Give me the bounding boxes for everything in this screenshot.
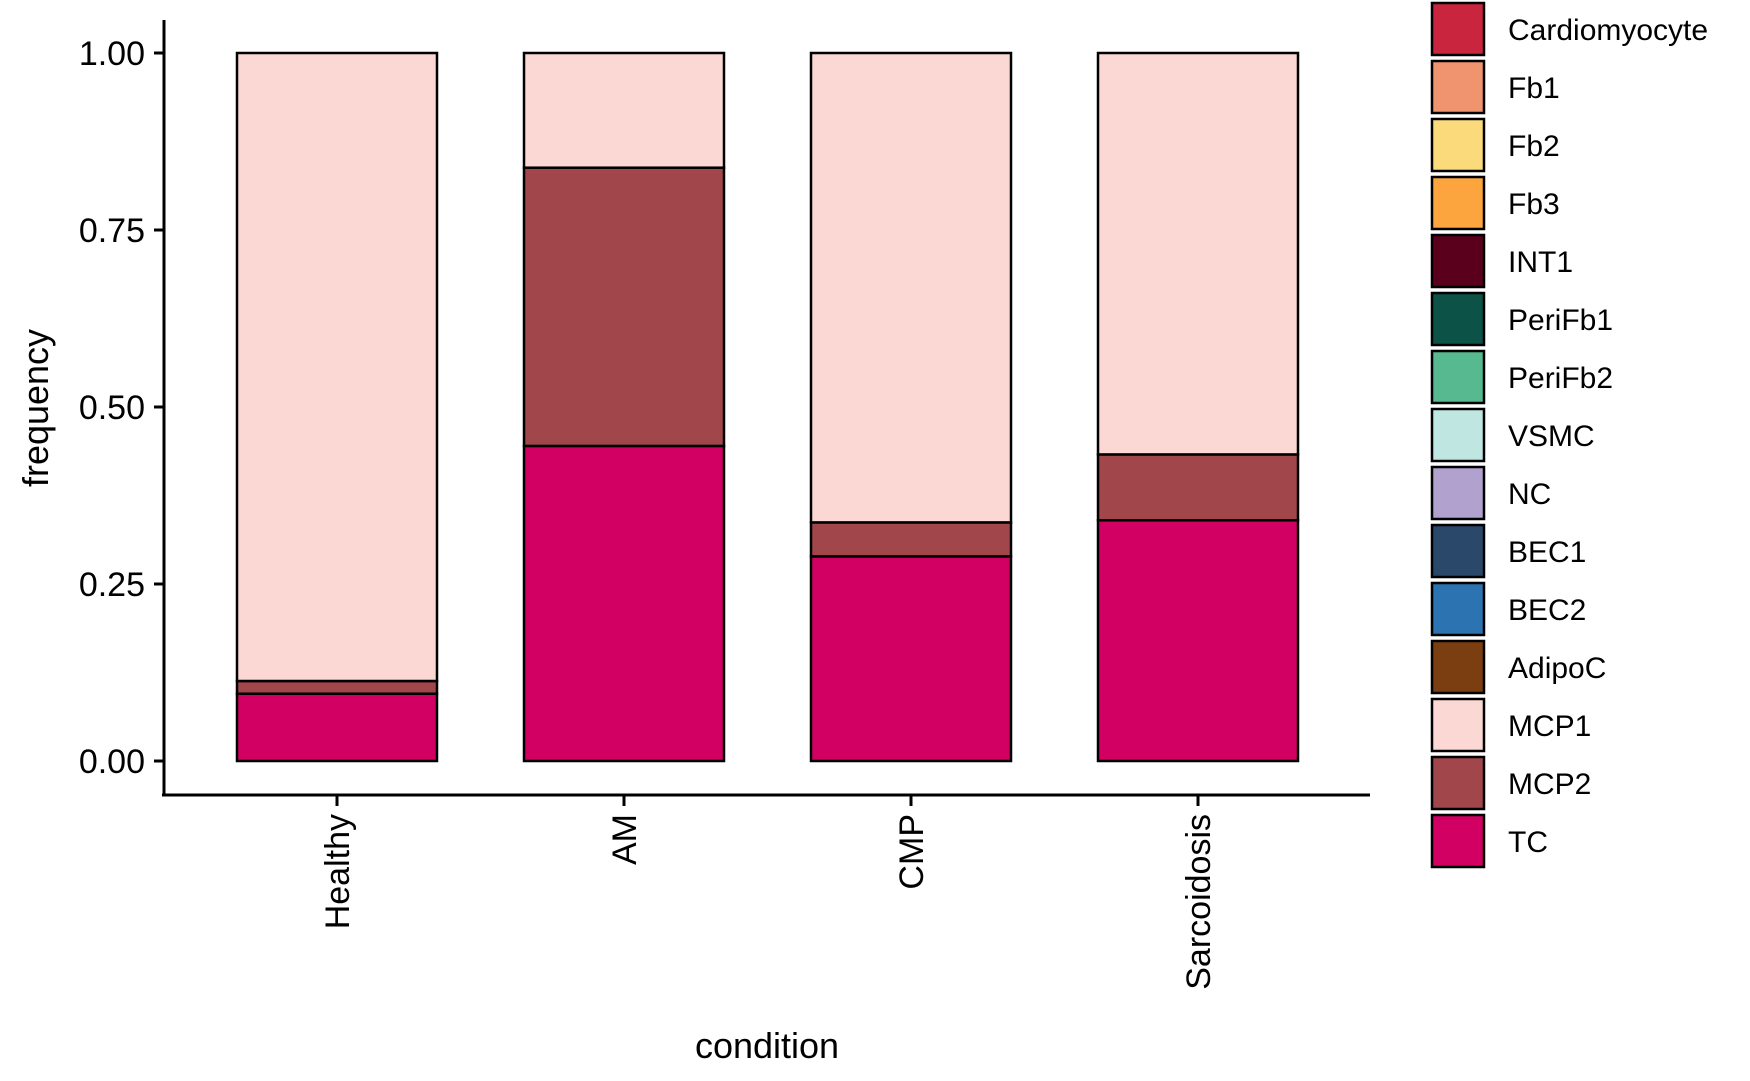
y-tick-label: 0.50 bbox=[79, 389, 145, 427]
x-tick-label-healthy: Healthy bbox=[319, 814, 357, 929]
legend-key-fb1 bbox=[1430, 59, 1486, 115]
legend-label-mcp1: MCP1 bbox=[1508, 710, 1591, 743]
y-tick-label: 0.75 bbox=[79, 212, 145, 250]
legend-key-tc bbox=[1430, 813, 1486, 869]
bar-am-tc bbox=[522, 444, 726, 763]
x-tick-label-cmp: CMP bbox=[893, 814, 931, 890]
legend-label-tc: TC bbox=[1508, 826, 1548, 859]
y-ticks: 0.00 0.25 0.50 0.75 1.00 bbox=[79, 35, 164, 781]
legend-label-perifb2: PeriFb2 bbox=[1508, 362, 1613, 395]
bar-sarcoidosis-mcp2 bbox=[1096, 453, 1300, 522]
legend-label-fb3: Fb3 bbox=[1508, 188, 1560, 221]
legend-label-fb2: Fb2 bbox=[1508, 130, 1560, 163]
bar-sarcoidosis-tc bbox=[1096, 519, 1300, 763]
legend-key-bec1 bbox=[1430, 523, 1486, 579]
bar-healthy-mcp2 bbox=[235, 679, 439, 695]
y-tick-label: 0.00 bbox=[79, 743, 145, 781]
legend-key-mcp1 bbox=[1430, 697, 1486, 753]
y-tick-label: 0.25 bbox=[79, 566, 145, 604]
legend-label-perifb1: PeriFb1 bbox=[1508, 304, 1613, 337]
legend-key-vsmc bbox=[1430, 407, 1486, 463]
legend-key-perifb2 bbox=[1430, 349, 1486, 405]
legend-label-bec2: BEC2 bbox=[1508, 594, 1586, 627]
legend-label-nc: NC bbox=[1508, 478, 1551, 511]
legend-label-fb1: Fb1 bbox=[1508, 72, 1560, 105]
bar-sarcoidosis-mcp1 bbox=[1096, 51, 1300, 456]
x-ticks: Healthy AM CMP Sarcoidosis bbox=[319, 795, 1218, 990]
bar-am-mcp1 bbox=[522, 51, 726, 169]
legend-key-cardiomyocyte bbox=[1430, 1, 1486, 57]
bar-am-mcp2 bbox=[522, 166, 726, 448]
x-tick-label-am: AM bbox=[606, 814, 644, 865]
y-axis-title: frequency bbox=[15, 329, 56, 487]
legend-key-int1 bbox=[1430, 233, 1486, 289]
bar-healthy-mcp1 bbox=[235, 51, 439, 683]
legend-label-mcp2: MCP2 bbox=[1508, 768, 1591, 801]
legend: Cardiomyocyte Fb1 Fb2 Fb3 INT1 PeriFb1 PeriFb2… bbox=[1430, 1, 1708, 869]
legend-label-int1: INT1 bbox=[1508, 246, 1573, 279]
legend-label-adipoc: AdipoC bbox=[1508, 652, 1606, 685]
legend-label-cardiomyocyte: Cardiomyocyte bbox=[1508, 14, 1708, 47]
bar-cmp-mcp1 bbox=[809, 51, 1013, 524]
y-tick-label: 1.00 bbox=[79, 35, 145, 73]
legend-label-bec1: BEC1 bbox=[1508, 536, 1586, 569]
x-tick-label-sarcoidosis: Sarcoidosis bbox=[1180, 814, 1218, 990]
legend-key-nc bbox=[1430, 465, 1486, 521]
legend-key-fb2 bbox=[1430, 117, 1486, 173]
bars-layer bbox=[235, 51, 1300, 763]
legend-key-mcp2 bbox=[1430, 755, 1486, 811]
bar-cmp-mcp2 bbox=[809, 521, 1013, 558]
legend-key-perifb1 bbox=[1430, 291, 1486, 347]
bar-cmp-tc bbox=[809, 555, 1013, 763]
legend-label-vsmc: VSMC bbox=[1508, 420, 1595, 453]
x-axis-title: condition bbox=[695, 1025, 839, 1066]
bar-healthy-tc bbox=[235, 692, 439, 763]
legend-key-bec2 bbox=[1430, 581, 1486, 637]
legend-key-adipoc bbox=[1430, 639, 1486, 695]
legend-key-fb3 bbox=[1430, 175, 1486, 231]
